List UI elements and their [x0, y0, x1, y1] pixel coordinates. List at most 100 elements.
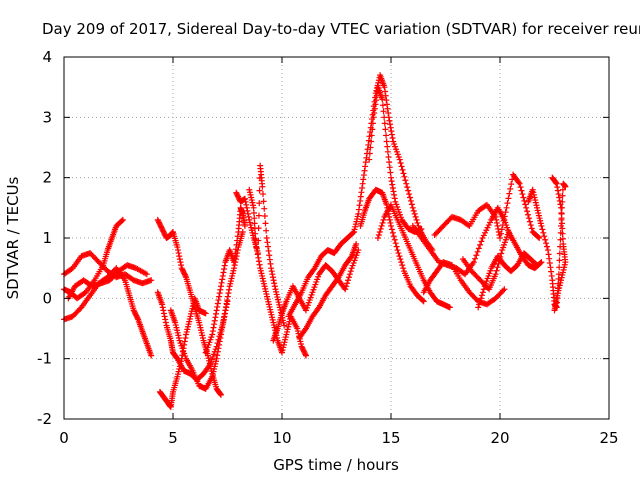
data-point [302, 351, 309, 358]
data-point [355, 210, 362, 217]
data-point [544, 247, 551, 254]
data-point [232, 246, 239, 253]
data-point [503, 204, 510, 211]
x-tick-label: 20 [490, 429, 509, 447]
data-point [232, 250, 239, 257]
x-tick-label: 10 [272, 429, 291, 447]
data-point [399, 262, 406, 269]
data-point [244, 207, 251, 214]
y-tick-label: 1 [42, 229, 52, 247]
data-point [498, 250, 505, 257]
data-point [559, 230, 566, 237]
data-point [373, 97, 380, 104]
data-point [386, 216, 393, 223]
data-point [553, 180, 560, 187]
data-point [251, 225, 258, 232]
data-point [269, 271, 276, 278]
data-point [357, 193, 364, 200]
data-point [474, 248, 481, 255]
data-point [562, 183, 569, 190]
data-point [177, 259, 184, 266]
data-point [174, 247, 181, 254]
data-point [221, 262, 228, 269]
satellite-track-13 [285, 228, 357, 320]
data-point [410, 207, 417, 214]
data-point [360, 176, 367, 183]
data-point [389, 135, 396, 142]
data-point [347, 254, 354, 261]
data-point [400, 170, 407, 177]
data-point [405, 187, 412, 194]
data-point [222, 303, 229, 310]
data-point [347, 268, 354, 275]
data-point [182, 272, 189, 279]
data-point [209, 328, 216, 335]
data-point [243, 204, 250, 211]
data-point [393, 243, 400, 250]
data-point [159, 301, 166, 308]
data-point [368, 138, 375, 145]
data-point [378, 222, 385, 229]
data-point [388, 131, 395, 138]
data-point [215, 297, 222, 304]
data-point [234, 237, 241, 244]
data-point [212, 310, 219, 317]
data-point [252, 241, 259, 248]
data-point [543, 240, 550, 247]
data-point [501, 286, 508, 293]
data-point [472, 255, 479, 262]
data-point [214, 303, 221, 310]
data-point [492, 271, 499, 278]
data-point [559, 235, 566, 242]
data-point [548, 272, 555, 279]
data-point [478, 238, 485, 245]
data-point [253, 244, 260, 251]
data-point [250, 204, 257, 211]
data-point [546, 255, 553, 262]
data-point [526, 218, 533, 225]
x-tick-label: 15 [381, 429, 400, 447]
y-axis-label: SDTVAR / TECUs [4, 176, 22, 299]
data-point [398, 163, 405, 170]
data-point [385, 110, 392, 117]
y-tick-label: -2 [37, 410, 52, 428]
data-point [559, 192, 566, 199]
data-point [383, 97, 390, 104]
data-point [216, 293, 223, 300]
data-point [77, 305, 84, 312]
data-point [528, 225, 535, 232]
data-point [399, 166, 406, 173]
data-point [266, 256, 273, 263]
data-point [386, 164, 393, 171]
data-point [411, 210, 418, 217]
data-point [559, 186, 566, 193]
data-point [206, 362, 213, 369]
data-point [268, 265, 275, 272]
data-point [388, 222, 394, 229]
data-point [267, 260, 274, 267]
data-point [384, 148, 391, 155]
data-point [256, 200, 263, 207]
data-point [358, 189, 365, 196]
data-point [404, 184, 411, 191]
data-point [345, 277, 352, 284]
data-point [379, 219, 386, 226]
data-point [217, 331, 224, 338]
data-point [406, 191, 413, 198]
data-point [395, 250, 402, 257]
data-point [533, 261, 540, 268]
data-point [384, 143, 391, 150]
data-point [263, 235, 270, 241]
satellite-track-11 [246, 186, 309, 359]
data-point [221, 314, 228, 321]
satellite-track-23 [475, 250, 541, 311]
data-point [252, 230, 259, 237]
data-point [556, 250, 563, 257]
data-point [492, 213, 499, 220]
grid [64, 57, 609, 419]
data-point [224, 293, 231, 300]
satellite-track-17 [357, 186, 427, 305]
data-point [219, 272, 226, 279]
data-point [270, 277, 277, 284]
